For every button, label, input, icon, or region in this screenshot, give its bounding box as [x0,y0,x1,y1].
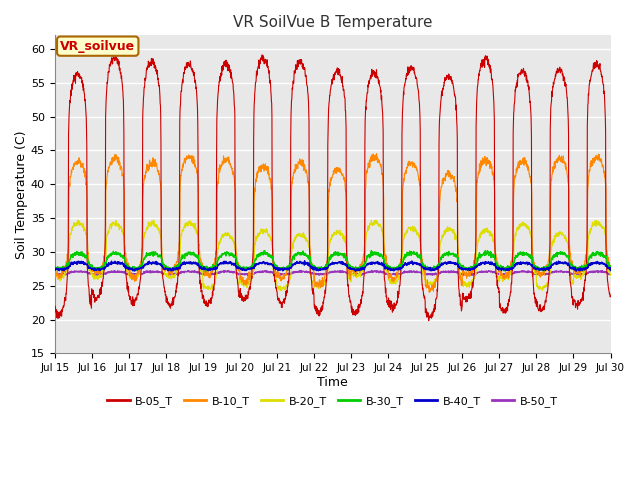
Title: VR SoilVue B Temperature: VR SoilVue B Temperature [233,15,432,30]
Y-axis label: Soil Temperature (C): Soil Temperature (C) [15,130,28,259]
X-axis label: Time: Time [317,376,348,389]
Text: VR_soilvue: VR_soilvue [60,40,135,53]
Legend: B-05_T, B-10_T, B-20_T, B-30_T, B-40_T, B-50_T: B-05_T, B-10_T, B-20_T, B-30_T, B-40_T, … [103,392,563,411]
